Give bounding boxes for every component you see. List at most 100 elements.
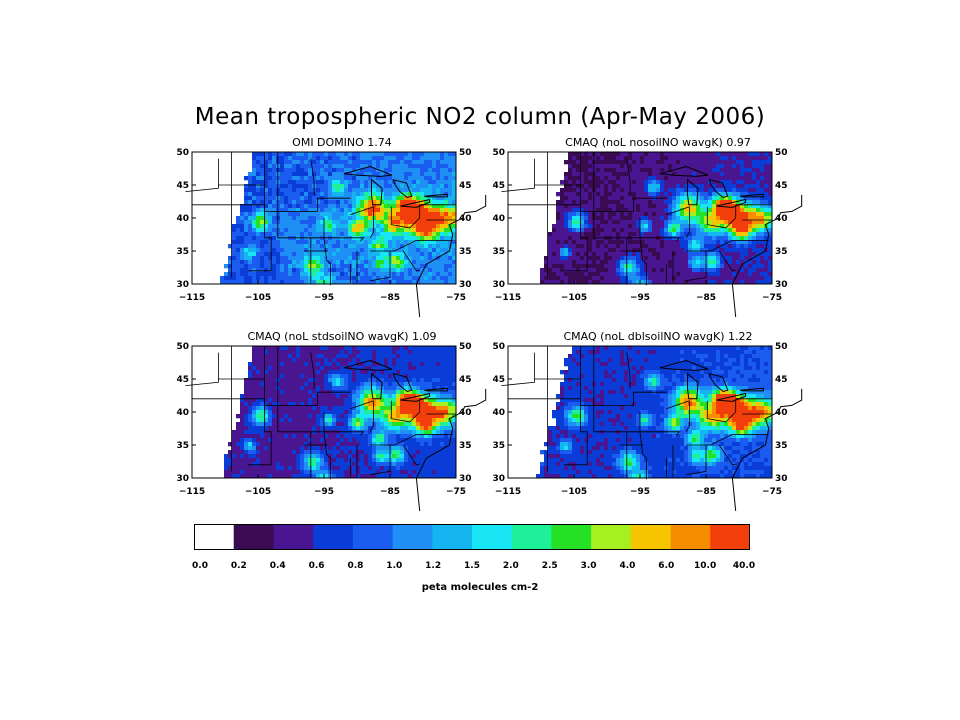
field-cell [360,156,365,161]
field-cell [564,220,569,225]
field-cell [752,276,757,281]
field-cell [260,378,265,383]
field-cell [660,192,665,197]
field-cell [688,200,693,205]
field-cell [384,386,389,391]
field-cell [608,276,613,281]
field-cell [572,220,577,225]
field-cell [752,248,757,253]
field-cell [296,374,301,379]
field-cell [564,276,569,281]
field-cell [300,276,305,281]
field-cell [356,370,361,375]
field-cell [652,168,657,173]
field-cell [736,184,741,189]
field-cell [660,224,665,229]
field-cell [760,260,765,265]
field-cell [344,346,349,351]
field-cell [352,350,357,355]
field-cell [632,268,637,273]
field-cell [604,220,609,225]
field-cell [436,410,441,415]
field-cell [664,192,669,197]
field-cell [604,212,609,217]
field-cell [368,406,373,411]
lat-tick-label: 30 [459,280,472,290]
field-cell [324,414,329,419]
field-cell [620,252,625,257]
field-cell [332,358,337,363]
field-cell [620,280,625,285]
field-cell [420,172,425,177]
field-cell [408,224,413,229]
field-cell [304,280,309,285]
field-cell [660,176,665,181]
field-cell [336,192,341,197]
field-cell [448,366,453,371]
field-cell [364,228,369,233]
field-cell [448,176,453,181]
field-cell [360,208,365,213]
field-cell [444,196,449,201]
field-cell [760,280,765,285]
field-cell [448,160,453,165]
field-cell [396,354,401,359]
field-cell [264,160,269,165]
field-cell [416,228,421,233]
field-cell [628,232,633,237]
field-cell [300,418,305,423]
field-cell [680,160,685,165]
field-cell [288,276,293,281]
field-cell [268,228,273,233]
field-cell [604,232,609,237]
field-cell [268,426,273,431]
field-cell [652,252,657,257]
field-cell [248,366,253,371]
field-cell [580,172,585,177]
field-cell [668,276,673,281]
field-cell [384,184,389,189]
field-cell [240,434,245,439]
field-cell [588,176,593,181]
field-cell [768,180,773,185]
field-cell [280,208,285,213]
field-cell [756,276,761,281]
field-cell [320,200,325,205]
field-cell [452,156,457,161]
field-cell [708,264,713,269]
field-cell [288,152,293,157]
field-cell [244,188,249,193]
field-cell [680,228,685,233]
field-cell [384,346,389,351]
field-cell [556,236,561,241]
field-cell [436,418,441,423]
field-cell [272,244,277,249]
field-cell [700,216,705,221]
field-cell [320,406,325,411]
field-cell [348,240,353,245]
field-cell [732,176,737,181]
field-cell [596,264,601,269]
field-cell [292,240,297,245]
field-cell [336,172,341,177]
field-cell [332,256,337,261]
field-cell [748,268,753,273]
field-cell [400,430,405,435]
field-cell [388,244,393,249]
field-cell [244,402,249,407]
boundary-line [626,158,631,195]
field-cell [344,164,349,169]
field-cell [292,252,297,257]
field-cell [244,228,249,233]
field-cell [316,180,321,185]
field-cell [416,192,421,197]
field-cell [324,350,329,355]
field-cell [612,252,617,257]
field-cell [436,152,441,157]
field-cell [388,430,393,435]
field-cell [372,224,377,229]
field-cell [432,212,437,217]
field-cell [404,410,409,415]
field-cell [668,172,673,177]
field-cell [260,394,265,399]
